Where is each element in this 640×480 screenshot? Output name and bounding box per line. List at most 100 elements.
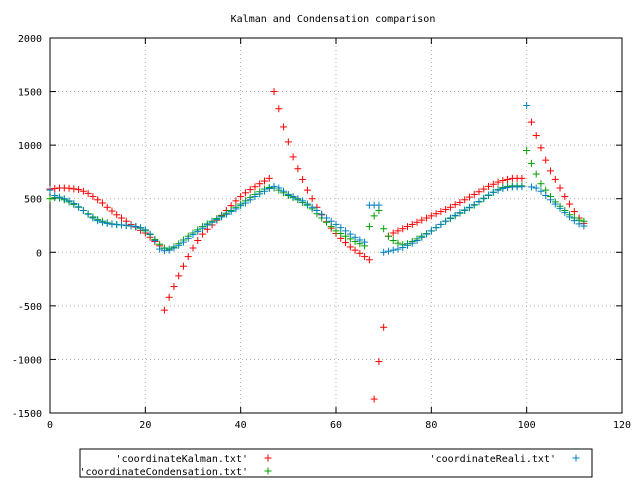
data-point-kalman <box>404 223 411 231</box>
data-point-condensation <box>46 195 54 203</box>
data-point-reali <box>489 188 497 196</box>
data-point-reali <box>194 227 202 235</box>
legend: 'coordinateKalman.txt' 'coordinateConden… <box>79 448 593 478</box>
data-point-reali <box>442 217 450 225</box>
data-point-kalman <box>199 230 207 238</box>
data-point-kalman <box>408 220 416 228</box>
y-tick-label: -1000 <box>12 355 42 366</box>
data-point-kalman <box>303 186 311 194</box>
y-tick-label: 0 <box>36 248 42 259</box>
data-point-reali <box>423 230 431 238</box>
legend-label-kalman: 'coordinateKalman.txt' <box>116 454 248 465</box>
data-point-kalman <box>485 182 493 190</box>
data-point-reali <box>437 220 445 228</box>
data-point-reali <box>556 204 564 212</box>
data-point-reali <box>399 243 407 251</box>
data-point-kalman <box>84 189 92 197</box>
data-point-reali <box>256 190 264 198</box>
x-tick-label: 60 <box>330 420 342 431</box>
data-point-kalman <box>537 144 545 152</box>
chart-title: Kalman and Condensation comparison <box>231 14 436 25</box>
data-point-kalman <box>413 218 421 226</box>
data-point-kalman <box>232 197 240 205</box>
data-point-kalman <box>456 198 464 206</box>
y-tick-label: 500 <box>24 195 42 206</box>
data-point-reali <box>46 186 54 194</box>
data-point-kalman <box>308 195 316 203</box>
data-point-kalman <box>418 216 426 224</box>
data-point-kalman <box>108 207 116 215</box>
data-point-reali <box>208 218 216 226</box>
data-point-kalman <box>251 183 259 191</box>
legend-markers <box>264 454 580 475</box>
data-point-kalman <box>561 193 569 201</box>
y-tick-label: -1500 <box>12 409 42 420</box>
x-tick-label: 0 <box>47 420 53 431</box>
data-point-reali <box>299 197 307 205</box>
x-tick-label: 80 <box>425 420 437 431</box>
data-point-reali <box>237 202 245 210</box>
data-point-kalman <box>170 283 178 291</box>
data-point-reali <box>284 190 292 198</box>
data-point-reali <box>241 199 249 207</box>
data-point-kalman <box>399 225 407 233</box>
data-point-reali <box>270 182 278 190</box>
data-point-kalman <box>566 200 574 208</box>
data-point-kalman <box>389 229 397 237</box>
data-point-kalman <box>446 203 454 211</box>
data-point-reali <box>70 200 78 208</box>
data-point-kalman <box>437 208 445 216</box>
data-point-reali <box>261 187 268 195</box>
data-point-reali <box>189 231 197 239</box>
data-point-condensation <box>523 147 531 154</box>
data-point-reali <box>94 217 102 225</box>
data-point-kalman <box>246 186 254 194</box>
data-point-kalman <box>256 180 264 188</box>
data-point-kalman <box>103 203 111 211</box>
data-point-reali <box>499 185 507 193</box>
data-point-reali <box>265 185 273 193</box>
data-point-condensation <box>532 170 540 178</box>
data-point-condensation <box>337 230 345 238</box>
data-point-kalman <box>194 237 202 244</box>
data-point-reali <box>127 222 135 230</box>
y-tick-label: 2000 <box>18 34 42 45</box>
data-point-kalman <box>79 187 87 195</box>
data-point-reali <box>537 187 545 195</box>
data-point-kalman <box>189 244 197 252</box>
data-point-reali <box>51 192 59 199</box>
data-point-reali <box>203 221 211 229</box>
y-tick-label: -500 <box>18 302 42 313</box>
data-point-reali <box>470 201 478 209</box>
data-point-kalman <box>494 178 502 186</box>
data-point-reali <box>389 246 397 254</box>
data-point-kalman <box>465 193 473 201</box>
data-point-reali <box>413 237 421 244</box>
data-point-reali <box>213 216 221 224</box>
data-point-reali <box>146 230 154 238</box>
data-point-condensation <box>389 237 397 244</box>
data-point-reali <box>446 214 454 222</box>
data-point-reali <box>432 224 440 232</box>
data-point-condensation <box>365 223 373 231</box>
data-point-reali <box>451 211 459 219</box>
data-point-reali <box>404 241 411 249</box>
x-tick-label: 100 <box>518 420 536 431</box>
data-point-kalman <box>241 189 249 197</box>
data-point-kalman <box>442 205 450 213</box>
data-point-reali <box>151 237 159 244</box>
data-point-reali <box>375 201 383 209</box>
data-point-kalman <box>518 174 526 182</box>
data-point-kalman <box>299 175 307 183</box>
data-point-reali <box>65 197 73 205</box>
data-point-kalman <box>94 196 102 204</box>
data-point-kalman <box>570 208 578 216</box>
data-point-reali <box>523 102 531 109</box>
data-point-kalman <box>65 184 73 192</box>
data-point-reali <box>384 247 392 255</box>
data-point-reali <box>141 226 149 234</box>
data-point-reali <box>56 193 64 201</box>
data-point-reali <box>132 223 140 231</box>
data-point-kalman <box>270 88 278 96</box>
data-point-reali <box>84 210 92 218</box>
